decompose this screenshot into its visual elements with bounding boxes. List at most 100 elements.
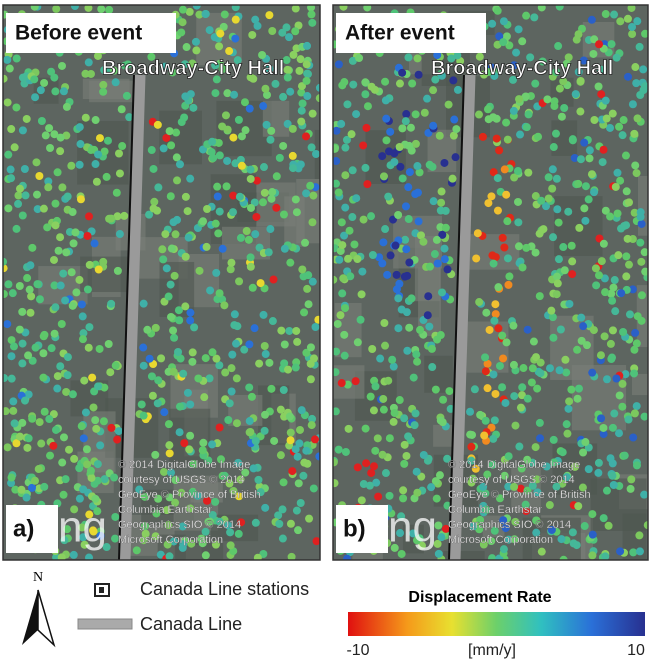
- scatter-point: [515, 95, 523, 103]
- scatter-point: [585, 465, 593, 473]
- scatter-point: [280, 210, 288, 218]
- scatter-point: [622, 252, 630, 260]
- scatter-point: [287, 429, 295, 437]
- scatter-point: [112, 362, 120, 370]
- scatter-point: [19, 212, 27, 220]
- scatter-point: [504, 136, 512, 144]
- scatter-point: [169, 218, 177, 226]
- scatter-point: [75, 276, 83, 284]
- scatter-point: [518, 37, 526, 45]
- scatter-point: [362, 459, 370, 467]
- scatter-point: [139, 344, 147, 352]
- scatter-point: [426, 263, 434, 271]
- scatter-point: [79, 312, 87, 320]
- scatter-point: [614, 251, 622, 259]
- scatter-point: [56, 233, 64, 241]
- scatter-point: [171, 272, 179, 280]
- scatter-point: [305, 300, 313, 308]
- scatter-point: [495, 146, 503, 154]
- scatter-point: [289, 152, 297, 160]
- scatter-point: [235, 116, 243, 124]
- scatter-point: [202, 354, 210, 362]
- scatter-point: [184, 389, 192, 397]
- scatter-point: [272, 204, 280, 212]
- scatter-point: [404, 432, 412, 440]
- scatter-point: [42, 131, 50, 139]
- scatter-point: [159, 255, 167, 263]
- scatter-point: [259, 102, 267, 110]
- scatter-point: [186, 317, 194, 325]
- scatter-point: [412, 140, 420, 148]
- scatter-point: [335, 256, 343, 264]
- scatter-point: [626, 310, 634, 318]
- scatter-point: [92, 160, 100, 168]
- scatter-point: [133, 546, 141, 554]
- scatter-point: [105, 340, 113, 348]
- scatter-point: [190, 323, 198, 331]
- scatter-point: [311, 323, 319, 331]
- scatter-point: [287, 520, 295, 528]
- scatter-point: [172, 230, 180, 238]
- scatter-point: [165, 293, 173, 301]
- scatter-point: [523, 123, 531, 131]
- scatter-point: [437, 533, 445, 541]
- scatter-point: [27, 309, 35, 317]
- scatter-point: [216, 424, 224, 432]
- scatter-point: [80, 377, 88, 385]
- scatter-point: [180, 439, 188, 447]
- scatter-point: [280, 478, 288, 486]
- scatter-point: [247, 175, 255, 183]
- scatter-point: [302, 132, 310, 140]
- scatter-point: [297, 499, 305, 507]
- scatter-point: [303, 60, 311, 68]
- scatter-point: [225, 47, 233, 55]
- scatter-point: [466, 408, 474, 416]
- scatter-point: [400, 460, 408, 468]
- scatter-point: [293, 507, 301, 515]
- scatter-point: [226, 399, 234, 407]
- scatter-point: [339, 274, 347, 282]
- scatter-point: [0, 374, 8, 382]
- scatter-point: [595, 83, 603, 91]
- scatter-point: [602, 10, 610, 18]
- scatter-point: [252, 213, 260, 221]
- credit-line: GeoEye © Province of British: [448, 489, 591, 501]
- scatter-point: [575, 224, 583, 232]
- scatter-point: [123, 92, 131, 100]
- scatter-point: [416, 326, 424, 334]
- north-arrow: [22, 590, 38, 645]
- scatter-point: [360, 480, 368, 488]
- scatter-point: [616, 17, 624, 25]
- scatter-point: [552, 130, 560, 138]
- scatter-point: [233, 419, 241, 427]
- scatter-point: [216, 289, 224, 297]
- scatter-point: [13, 225, 21, 233]
- scatter-point: [588, 170, 596, 178]
- scatter-point: [631, 329, 639, 337]
- scatter-point: [554, 279, 562, 287]
- scatter-point: [467, 443, 475, 451]
- scatter-point: [608, 297, 616, 305]
- scatter-point: [23, 494, 31, 502]
- scatter-point: [413, 489, 421, 497]
- scatter-point: [261, 189, 269, 197]
- scatter-point: [297, 55, 305, 63]
- scatter-point: [60, 491, 68, 499]
- scatter-point: [92, 425, 100, 433]
- scatter-point: [380, 319, 388, 327]
- scatter-point: [382, 469, 390, 477]
- scatter-point: [622, 152, 630, 160]
- scatter-point: [85, 212, 93, 220]
- scatter-point: [361, 90, 369, 98]
- scatter-point: [636, 547, 644, 555]
- scatter-point: [529, 364, 537, 372]
- scatter-point: [243, 227, 251, 235]
- scatter-point: [200, 393, 208, 401]
- scatter-point: [519, 263, 527, 271]
- scatter-point: [4, 204, 12, 212]
- scatter-point: [157, 354, 165, 362]
- north-label: N: [33, 570, 43, 585]
- scatter-point: [25, 434, 33, 442]
- scatter-point: [160, 408, 168, 416]
- scatter-point: [424, 292, 432, 300]
